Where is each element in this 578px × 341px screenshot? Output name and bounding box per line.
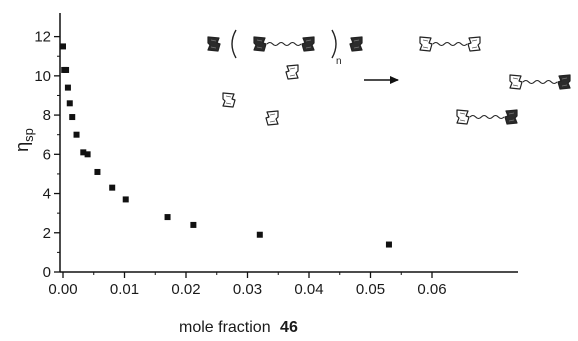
axes: [59, 13, 518, 273]
y-tick-label: 0: [43, 264, 51, 281]
data-point: [80, 149, 87, 156]
x-axis-title: mole fraction 46: [179, 319, 298, 336]
dark-unit-icon: [557, 74, 571, 90]
repeat-subscript: n: [336, 56, 342, 67]
data-point: [84, 151, 91, 158]
light-unit-icon: [509, 74, 523, 90]
y-tick-label: 12: [34, 29, 51, 46]
light-unit-icon: [456, 109, 470, 125]
data-point: [385, 241, 392, 248]
y-tick-label: 2: [43, 225, 51, 242]
data-point: [190, 221, 197, 228]
data-point: [94, 168, 101, 175]
x-tick-label: 0.01: [110, 281, 139, 298]
y-tick-label: 8: [43, 107, 51, 124]
y-axis-title-main: η: [12, 142, 32, 152]
linker-chain: [522, 79, 558, 85]
close-paren: [331, 29, 337, 59]
y-tick-label: 6: [43, 146, 51, 163]
y-axis-title: ηsp: [12, 128, 36, 152]
light-unit-icon: [467, 36, 481, 52]
x-tick-label: 0.02: [171, 281, 200, 298]
x-tick-label: 0.06: [417, 281, 446, 298]
data-point: [164, 214, 171, 221]
data-point: [69, 114, 76, 121]
data-points: [60, 43, 392, 248]
data-point: [63, 66, 70, 73]
ticks: [54, 35, 433, 278]
open-paren: [231, 29, 237, 59]
y-tick-label: 10: [34, 68, 51, 85]
data-point: [73, 131, 80, 138]
data-point: [109, 184, 116, 191]
dark-unit-icon: [301, 36, 315, 52]
linker-chain: [266, 41, 302, 47]
dark-unit-icon: [504, 109, 518, 125]
light-unit-icon: [285, 64, 299, 80]
dark-unit-icon: [253, 36, 267, 52]
x-tick-label: 0.03: [233, 281, 262, 298]
light-unit-icon: [265, 110, 279, 126]
arrow-head-icon: [390, 76, 399, 84]
linker-chain: [469, 114, 505, 120]
light-unit-icon: [222, 92, 236, 108]
data-point: [60, 43, 66, 50]
x-tick-label: 0.00: [48, 281, 77, 298]
tick-labels: 0 2 4 6 8 10 12 0.00 0.01 0.02 0.03 0.04 0.05 0.06: [34, 29, 446, 298]
y-axis-title-sub: sp: [21, 128, 36, 142]
x-tick-label: 0.05: [356, 281, 385, 298]
inset-schematic: n: [207, 29, 571, 126]
data-point: [64, 84, 71, 91]
x-tick-label: 0.04: [294, 281, 323, 298]
data-point: [256, 231, 263, 238]
linker-chain: [432, 41, 468, 47]
data-point: [122, 196, 129, 203]
x-axis-title-main: mole fraction: [179, 319, 271, 336]
dark-unit-icon: [349, 36, 363, 52]
y-tick-label: 4: [43, 186, 51, 203]
light-unit-icon: [419, 36, 433, 52]
x-axis-title-bold: 46: [280, 319, 298, 336]
dark-unit-icon: [207, 36, 221, 52]
data-point: [66, 100, 73, 107]
